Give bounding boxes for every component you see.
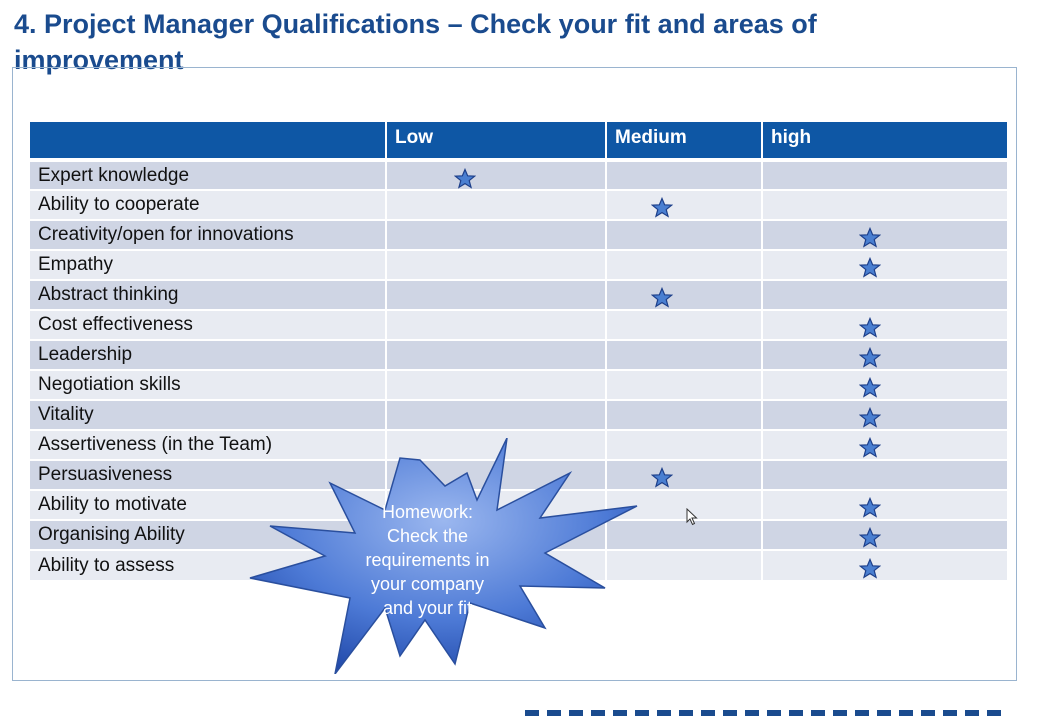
- rating-cell-low: [386, 249, 607, 280]
- star-icon: [859, 526, 882, 548]
- rating-cell-medium: [606, 459, 763, 490]
- qualification-label: Empathy: [30, 249, 387, 280]
- star-icon: [859, 406, 882, 428]
- rating-cell-medium: [606, 399, 763, 430]
- table-row: Negotiation skills: [30, 369, 1009, 400]
- homework-callout-burst: [249, 438, 638, 674]
- star-icon: [651, 466, 674, 488]
- star-icon: [859, 496, 882, 518]
- header-blank: [30, 122, 387, 160]
- rating-cell-high: [762, 219, 1009, 250]
- rating-cell-high: [762, 399, 1009, 430]
- rating-cell-medium: [606, 189, 763, 220]
- rating-cell-low: [386, 399, 607, 430]
- rating-cell-high: [762, 339, 1009, 370]
- rating-cell-low: [386, 429, 607, 460]
- table-row: Creativity/open for innovations: [30, 219, 1009, 250]
- callout-line: and your fit: [382, 598, 473, 618]
- rating-cell-low: [386, 309, 607, 340]
- header-high: high: [762, 122, 1009, 160]
- homework-callout-text: Homework: Check the requirements in your…: [345, 500, 510, 620]
- star-icon: [859, 226, 882, 248]
- rating-cell-medium: [606, 219, 763, 250]
- qualification-label: Assertiveness (in the Team): [30, 429, 387, 460]
- table-row: Cost effectiveness: [30, 309, 1009, 340]
- rating-cell-medium: [606, 279, 763, 310]
- qualification-label: Abstract thinking: [30, 279, 387, 310]
- qualification-label: Ability to cooperate: [30, 189, 387, 220]
- rating-cell-high: [762, 369, 1009, 400]
- table-row: Empathy: [30, 249, 1009, 280]
- mouse-cursor-icon: [686, 508, 698, 526]
- rating-cell-high: [762, 489, 1009, 520]
- qualification-label: Creativity/open for innovations: [30, 219, 387, 250]
- qualification-label: Vitality: [30, 399, 387, 430]
- callout-line: Check the: [386, 526, 469, 546]
- table-row: Ability to cooperate: [30, 189, 1009, 220]
- rating-cell-low: [386, 158, 607, 190]
- table-row: Vitality: [30, 399, 1009, 430]
- star-icon: [859, 316, 882, 338]
- star-icon: [859, 256, 882, 278]
- rating-cell-high: [762, 519, 1009, 550]
- star-icon: [859, 346, 882, 368]
- star-icon: [859, 436, 882, 458]
- rating-cell-medium: [606, 549, 763, 580]
- rating-cell-medium: [606, 249, 763, 280]
- slide-title: 4. Project Manager Qualifications – Chec…: [14, 6, 1014, 78]
- callout-line: your company: [370, 574, 485, 594]
- rating-cell-low: [386, 339, 607, 370]
- rating-cell-high: [762, 549, 1009, 580]
- slide-title-line-2: improvement: [14, 45, 184, 75]
- rating-cell-low: [386, 219, 607, 250]
- rating-cell-high: [762, 158, 1009, 190]
- table-header-row: Low Medium high: [30, 122, 1009, 160]
- qualification-label: Negotiation skills: [30, 369, 387, 400]
- qualification-label: Ability to motivate: [30, 489, 387, 520]
- rating-cell-high: [762, 459, 1009, 490]
- header-medium: Medium: [606, 122, 763, 160]
- table-row: Expert knowledge: [30, 158, 1009, 190]
- star-icon: [651, 196, 674, 218]
- table-row: Assertiveness (in the Team): [30, 429, 1009, 460]
- rating-cell-low: [386, 279, 607, 310]
- rating-cell-medium: [606, 309, 763, 340]
- callout-line: Homework:: [381, 502, 474, 522]
- rating-cell-high: [762, 249, 1009, 280]
- table-row: Abstract thinking: [30, 279, 1009, 310]
- rating-cell-medium: [606, 158, 763, 190]
- rating-cell-high: [762, 429, 1009, 460]
- rating-cell-low: [386, 189, 607, 220]
- header-low: Low: [386, 122, 607, 160]
- rating-cell-low: [386, 369, 607, 400]
- callout-line: requirements in: [365, 550, 490, 570]
- rating-cell-high: [762, 189, 1009, 220]
- slide-title-line-1: 4. Project Manager Qualifications – Chec…: [14, 9, 817, 39]
- qualification-label: Cost effectiveness: [30, 309, 387, 340]
- star-icon: [651, 286, 674, 308]
- rating-cell-medium: [606, 339, 763, 370]
- rating-cell-medium: [606, 519, 763, 550]
- rating-cell-medium: [606, 489, 763, 520]
- rating-cell-high: [762, 309, 1009, 340]
- star-icon: [859, 557, 882, 579]
- rating-cell-medium: [606, 369, 763, 400]
- next-slide-title-peek: [525, 710, 1005, 716]
- qualification-label: Leadership: [30, 339, 387, 370]
- star-icon: [859, 376, 882, 398]
- star-icon: [454, 167, 477, 189]
- rating-cell-high: [762, 279, 1009, 310]
- table-row: Leadership: [30, 339, 1009, 370]
- qualification-label: Persuasiveness: [30, 459, 387, 490]
- rating-cell-medium: [606, 429, 763, 460]
- qualification-label: Expert knowledge: [30, 158, 387, 190]
- content-frame: [12, 67, 1017, 681]
